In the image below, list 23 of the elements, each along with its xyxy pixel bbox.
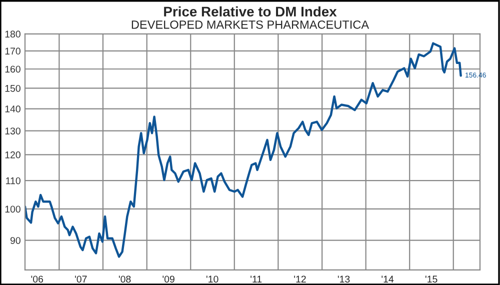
x-tick-label: '15 bbox=[425, 276, 438, 283]
line-series bbox=[25, 42, 462, 258]
y-tick-label: 90 bbox=[10, 237, 20, 244]
x-tick-label: '08 bbox=[118, 276, 131, 283]
x-tick-label: '10 bbox=[206, 276, 218, 283]
y-tick-label: 120 bbox=[5, 151, 20, 158]
y-tick-label: 170 bbox=[5, 48, 20, 55]
y-tick-label: 130 bbox=[5, 128, 20, 134]
x-tick-label: '09 bbox=[162, 276, 174, 283]
x-tick-label: '07 bbox=[75, 276, 87, 283]
x-tick-label: '11 bbox=[250, 276, 262, 282]
y-tick-label: 140 bbox=[5, 105, 20, 112]
y-tick-label: 150 bbox=[5, 84, 20, 92]
x-tick-label: '12 bbox=[294, 276, 306, 282]
y-tick-label: 100 bbox=[5, 206, 20, 213]
y-tick-label: 160 bbox=[5, 66, 20, 73]
x-tick-label: '14 bbox=[382, 276, 394, 282]
chart-subtitle: DEVELOPED MARKETS PHARMACEUTICA bbox=[132, 20, 370, 29]
y-tick-label: 180 bbox=[5, 30, 20, 38]
chart-title: Price Relative to DM Index bbox=[164, 6, 337, 17]
x-tick-label: '06 bbox=[31, 276, 44, 283]
x-tick-label: '13 bbox=[338, 276, 350, 283]
y-tick-label: 110 bbox=[6, 177, 20, 184]
